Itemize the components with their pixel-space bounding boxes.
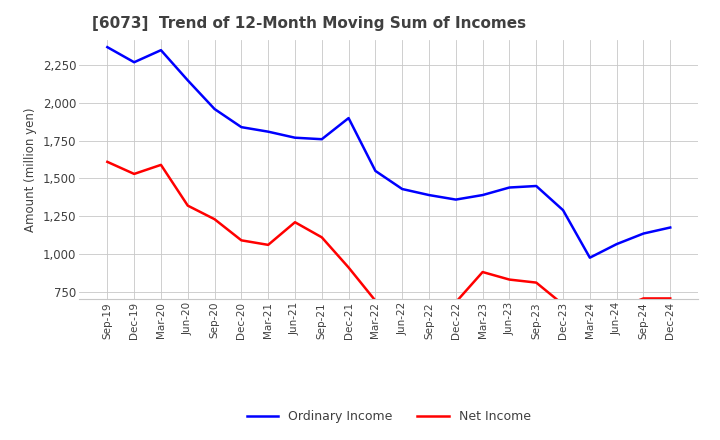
Net Income (398, 300, 407, 305)
Ordinary Income (532, 183, 541, 189)
Net Income (210, 216, 219, 222)
Net Income (130, 171, 138, 176)
Ordinary Income (264, 129, 272, 134)
Ordinary Income (157, 48, 166, 53)
Net Income (103, 159, 112, 165)
Legend: Ordinary Income, Net Income: Ordinary Income, Net Income (242, 405, 536, 428)
Net Income (639, 296, 648, 301)
Ordinary Income (559, 208, 567, 213)
Text: [6073]  Trend of 12-Month Moving Sum of Incomes: [6073] Trend of 12-Month Moving Sum of I… (91, 16, 526, 32)
Net Income (291, 220, 300, 225)
Ordinary Income (210, 106, 219, 112)
Net Income (157, 162, 166, 168)
Net Income (371, 298, 379, 303)
Net Income (318, 235, 326, 240)
Net Income (184, 203, 192, 208)
Ordinary Income (639, 231, 648, 236)
Ordinary Income (371, 168, 379, 173)
Net Income (612, 306, 621, 312)
Ordinary Income (184, 78, 192, 83)
Net Income (666, 296, 675, 301)
Net Income (505, 277, 514, 282)
Net Income (478, 269, 487, 275)
Net Income (559, 302, 567, 307)
Ordinary Income (425, 192, 433, 198)
Line: Ordinary Income: Ordinary Income (107, 47, 670, 258)
Net Income (425, 300, 433, 305)
Net Income (451, 300, 460, 305)
Ordinary Income (666, 225, 675, 230)
Net Income (264, 242, 272, 248)
Ordinary Income (344, 115, 353, 121)
Net Income (237, 238, 246, 243)
Net Income (532, 280, 541, 285)
Net Income (585, 308, 594, 313)
Line: Net Income: Net Income (107, 162, 670, 311)
Ordinary Income (612, 242, 621, 247)
Ordinary Income (130, 59, 138, 65)
Ordinary Income (291, 135, 300, 140)
Ordinary Income (451, 197, 460, 202)
Ordinary Income (103, 44, 112, 50)
Y-axis label: Amount (million yen): Amount (million yen) (24, 107, 37, 231)
Ordinary Income (478, 192, 487, 198)
Ordinary Income (505, 185, 514, 190)
Ordinary Income (237, 125, 246, 130)
Ordinary Income (585, 255, 594, 260)
Ordinary Income (318, 136, 326, 142)
Ordinary Income (398, 187, 407, 192)
Net Income (344, 265, 353, 270)
